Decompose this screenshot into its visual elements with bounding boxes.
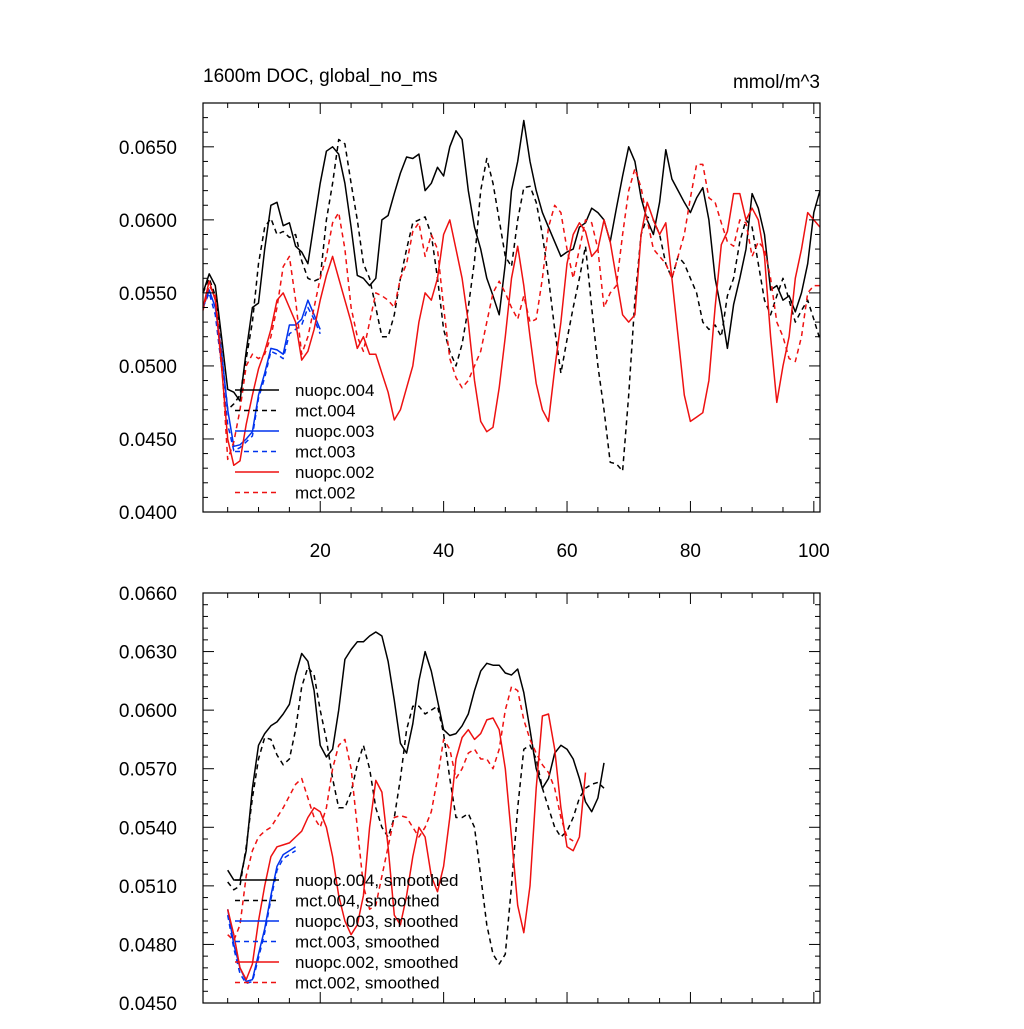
series-line-nuopc-003 xyxy=(202,289,321,448)
legend-label: nuopc.002 xyxy=(295,463,374,482)
legend-label: mct.002 xyxy=(295,484,355,503)
x-tick-label: 100 xyxy=(798,541,830,562)
y-tick-label: 0.0570 xyxy=(119,760,177,781)
y-tick-label: 0.0540 xyxy=(119,818,177,839)
series-line-nuopc-002 xyxy=(202,192,821,467)
series-line-nuopc-002-smoothed xyxy=(226,713,587,981)
x-tick-label: 20 xyxy=(310,541,331,562)
x-tick-label: 80 xyxy=(680,541,701,562)
series-line-nuopc-004 xyxy=(202,119,821,402)
series-line-nuopc-004-smoothed xyxy=(227,631,605,881)
legend-label: mct.004 xyxy=(295,402,355,421)
legend-label: mct.003, smoothed xyxy=(295,933,440,952)
legend-label: mct.002, smoothed xyxy=(295,974,440,993)
legend-label: nuopc.003 xyxy=(295,422,374,441)
series-line-mct-002-smoothed xyxy=(227,685,574,942)
y-tick-label: 0.0660 xyxy=(119,584,177,605)
y-tick-label: 0.0650 xyxy=(119,138,177,159)
legend-label: nuopc.004, smoothed xyxy=(295,871,459,890)
y-tick-label: 0.0550 xyxy=(119,284,177,305)
top-panel-title: 1600m DOC, global_no_ms xyxy=(203,66,437,87)
y-tick-label: 0.0400 xyxy=(119,503,177,524)
legend-label: nuopc.003, smoothed xyxy=(295,912,459,931)
x-tick-label: 40 xyxy=(433,541,454,562)
legend-label: mct.003 xyxy=(295,443,355,462)
legend-label: nuopc.002, smoothed xyxy=(295,953,459,972)
y-tick-label: 0.0500 xyxy=(119,357,177,378)
y-tick-label: 0.0600 xyxy=(119,701,177,722)
top-panel-units: mmol/m^3 xyxy=(733,72,820,93)
plot-frame xyxy=(202,592,821,1004)
x-tick-label: 60 xyxy=(556,541,577,562)
series-line-mct-002 xyxy=(202,163,820,461)
y-tick-label: 0.0450 xyxy=(119,994,177,1015)
series-line-mct-004 xyxy=(202,138,821,472)
y-tick-label: 0.0450 xyxy=(119,430,177,451)
top-panel: 1600m DOC, global_no_ms mmol/m^3 20 40 60 8… xyxy=(119,66,830,562)
y-tick-label: 0.0630 xyxy=(119,643,177,664)
y-tick-label: 0.0510 xyxy=(119,877,177,898)
series-line-mct-003-smoothed xyxy=(226,850,296,985)
legend-label: nuopc.004 xyxy=(295,381,374,400)
legend-label: mct.004, smoothed xyxy=(295,892,440,911)
bottom-panel: 0.0450 0.0480 0.0510 0.0540 0.0570 0.0600 0.06… xyxy=(119,584,821,1015)
y-tick-label: 0.0480 xyxy=(119,935,177,956)
series-line-mct-004-smoothed xyxy=(227,666,605,965)
y-tick-label: 0.0600 xyxy=(119,211,177,232)
